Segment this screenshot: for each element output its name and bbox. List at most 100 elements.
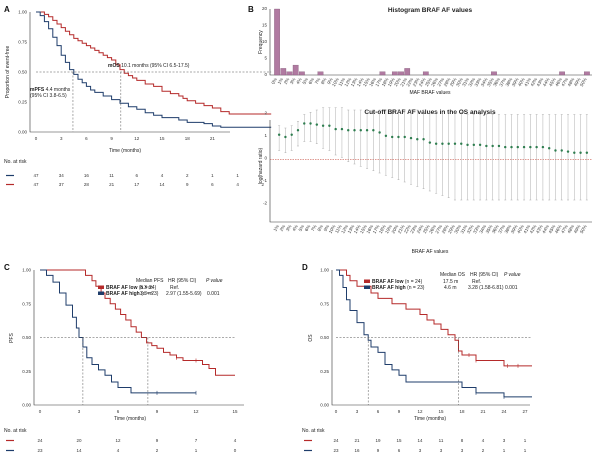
header-median-pfs: Median PFS [136,278,164,284]
hazard-point [422,138,425,141]
histogram-bar [584,71,590,76]
hazard-point [554,149,557,152]
histogram-tick: 25% [424,77,433,87]
panel-c-label: C [4,263,10,272]
cutoff-tick: 17% [372,224,381,234]
hazard-point [504,145,507,149]
cutoff-tick: 3% [285,224,293,232]
legend-swatch-high [98,291,104,295]
panel-d-yticks: 0.00 0.25 0.50 0.75 1.00 [320,268,329,408]
histogram-tick: 0% [270,77,278,85]
histogram-tick: 18% [381,77,390,87]
low-hr: Ref. [472,279,481,285]
cutoff-tick: 38% [504,224,513,234]
risk-count: 19 [375,438,381,443]
histogram-bar [286,71,293,76]
risk-count: 1 [503,448,506,453]
cutoff-tick: 4% [291,224,299,232]
header-p-value: P value [504,272,521,278]
histogram-xlabel: MAF BRAF values [409,90,451,96]
hazard-point [472,143,476,147]
x-tick: 18 [185,136,191,141]
x-tick: 3 [356,409,359,414]
risk-count: 14 [159,182,165,187]
histogram-tick: 16% [368,77,377,87]
hazard-point [359,129,362,132]
histogram-tick: 3% [289,77,297,85]
y-tick: 0.75 [320,301,329,306]
panel-d-ylabel: OS [308,334,314,342]
cutoff-yticks: -2 -1 0 1 2 [263,111,268,206]
hazard-point [372,129,375,132]
histogram-tick: 41% [523,77,532,87]
low-hr: Ref. [170,285,179,291]
histogram-tick: 13% [350,77,359,87]
cutoff-tick: 37% [497,224,506,234]
risk-count: 23 [37,448,43,453]
legend-high-n: (n = 23) [141,291,159,297]
high-hr: 3.28 (1.58-6.81) [468,285,504,291]
histogram-bar [317,71,324,76]
hazard-point [460,142,463,145]
histogram-tick: 46% [554,77,563,87]
y-tick: 10 [262,39,268,44]
risk-count: 6 [136,173,139,178]
histogram-axes [269,9,592,76]
annotation-mpfs-ci: (95% CI 3.8-6.5) [30,93,67,99]
cutoff-tick: 40% [516,224,525,234]
risk-count: 14 [417,438,423,443]
risk-count: 21 [109,182,115,187]
y-tick: 0.50 [18,70,27,75]
cutoff-tick: 13% [347,224,356,234]
risk-count: 37 [59,182,65,187]
y-tick: 0.25 [22,369,31,374]
x-tick: 24 [501,409,507,414]
risk-count: 20 [76,438,82,443]
x-tick: 12 [134,136,140,141]
risk-count: 11 [109,173,114,178]
cutoff-tick: 49% [573,224,582,234]
risk-count: 2 [186,173,189,178]
annotation-mpfs-bold: mPFS [30,87,45,93]
km-curve-pfs [36,11,272,128]
risk-count: 1 [524,438,527,443]
km-curve-os [36,11,272,115]
risk-count: 3 [440,448,443,453]
cutoff-tick: 18% [378,224,387,234]
hazard-point [466,143,469,147]
risk-count: 2 [156,448,159,453]
histogram-tick: 17% [374,77,383,87]
cutoff-tick: 47% [560,224,569,234]
risk-count: 4 [117,448,120,453]
histogram-bar [491,71,497,76]
risk-count: 0 [234,448,237,453]
histogram-tick: 31% [461,77,470,87]
cutoff-tick: 21% [397,224,406,234]
cutoff-tick: 7% [310,224,318,232]
cutoff-tick: 10% [328,224,337,234]
histogram-tick: 39% [511,77,520,87]
histogram-bar [299,71,305,76]
annotation-mpfs: mPFS 4.4 months [30,87,71,93]
y-tick: 15 [262,23,268,28]
x-tick: 15 [159,136,165,141]
cutoff-tick: 48% [566,224,575,234]
hazard-point [491,144,494,148]
hazard-point [516,145,519,149]
histogram-bar [274,8,280,76]
cutoff-tick: 32% [466,224,475,234]
y-tick: 20 [262,6,268,11]
header-median-os: Median OS [440,272,466,278]
x-tick: 9 [110,136,113,141]
risk-count: 9 [377,448,380,453]
hazard-point [384,134,388,138]
low-median: 8.3 m [140,285,153,291]
x-tick: 0 [335,409,338,414]
x-tick: 0 [39,409,42,414]
histogram-tick: 10% [331,77,340,87]
cutoff-tick: 8% [316,224,324,232]
x-tick: 0 [35,136,38,141]
y-tick: -2 [263,201,267,206]
panel-c-legend: Median PFS HR (95% CI) P value BRAF AF l… [98,278,223,297]
risk-count: 14 [76,448,82,453]
